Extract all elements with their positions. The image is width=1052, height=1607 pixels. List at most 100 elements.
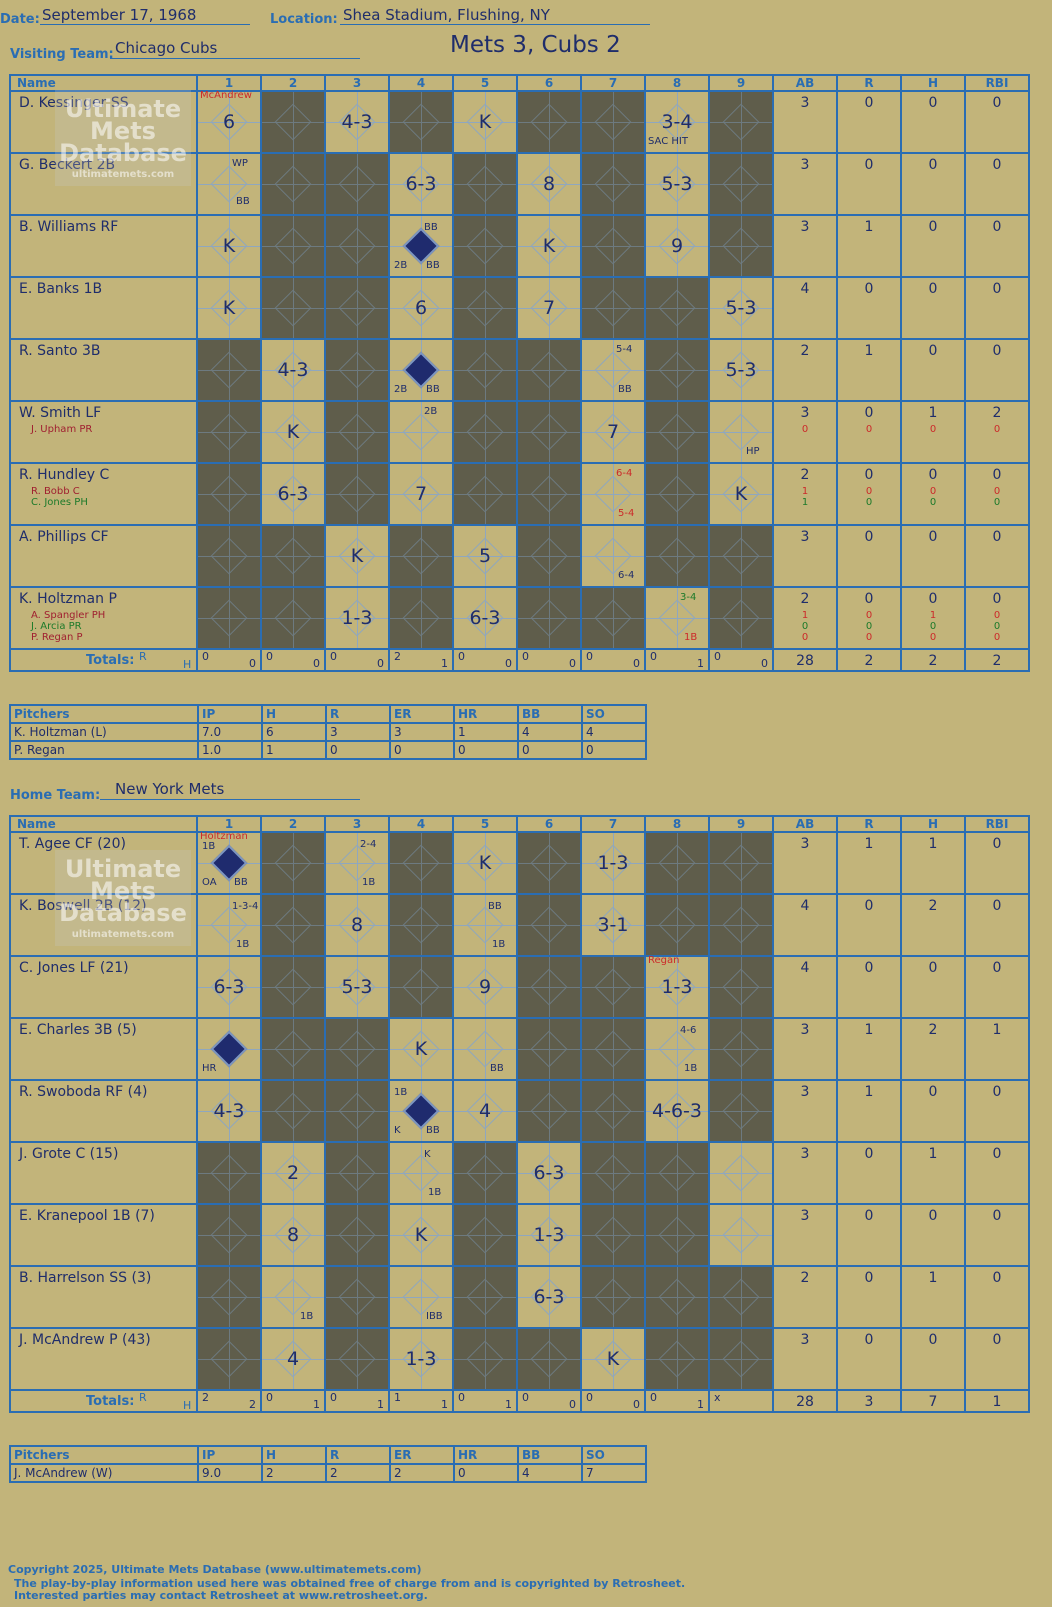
cell-guide-v <box>485 1329 486 1389</box>
batter-stat: 0 <box>992 591 1002 607</box>
base-diamond <box>722 165 760 203</box>
batter-stat: 2 <box>928 1022 938 1038</box>
pitchers-label: Pitchers <box>9 1445 199 1465</box>
batter-stat: 0 <box>864 405 874 421</box>
batter-stat: 0 <box>928 1208 938 1224</box>
batter-stat-cell: 1 <box>900 1141 966 1205</box>
cell-guide-v <box>485 154 486 214</box>
stat-header-0: AB <box>772 74 838 92</box>
pitchers-header-row: Pitchers IP H R ER HR BB SO <box>9 704 647 724</box>
batter-name-cell: B. Harrelson SS (3) <box>9 1265 198 1329</box>
pitcher-stat: 4 <box>517 722 583 742</box>
cell-guide-v <box>677 895 678 955</box>
batter-stat: 2 <box>800 1270 810 1286</box>
cell-guide-v <box>549 957 550 1017</box>
cell-guide-v <box>485 895 486 955</box>
batter-name-cell: W. Smith LF J. Upham PR <box>9 400 198 464</box>
pitcher-stat: 2 <box>261 1463 327 1483</box>
substitute-name: C. Jones PH <box>31 497 88 508</box>
batter-stat: 0 <box>864 1208 874 1224</box>
base-diamond <box>658 906 696 944</box>
inning-runs: 0 <box>330 650 337 663</box>
batter-stat-cell: 0 <box>836 524 902 588</box>
base-diamond <box>466 1154 504 1192</box>
base-diamond <box>658 844 696 882</box>
inning-cell <box>452 152 518 216</box>
inning-header-8: 8 <box>644 74 710 92</box>
stat-total-cell: 3 <box>836 1389 902 1413</box>
batter-name: B. Harrelson SS (3) <box>19 1270 152 1286</box>
inning-hits: 1 <box>441 657 448 670</box>
stat-total-cell: 2 <box>964 648 1030 672</box>
batter-row: E. Charles 3B (5) HR K BB 4-6 1B 3 1 2 1 <box>9 1017 1030 1081</box>
batter-name-cell: E. Kranepool 1B (7) <box>9 1203 198 1267</box>
batter-stat: 0 <box>864 1332 874 1348</box>
inning-runs: 0 <box>330 1391 337 1404</box>
inning-cell <box>708 152 774 216</box>
cell-guide-v <box>485 833 486 893</box>
inning-cell <box>196 1265 262 1329</box>
base-diamond <box>594 1092 632 1130</box>
inning-cell <box>324 462 390 526</box>
single-note: 1B <box>202 841 216 852</box>
cell-guide-v <box>357 833 358 893</box>
cell-guide-v <box>549 1019 550 1079</box>
batter-row: R. Swoboda RF (4) 4-3 1B K BB 4 4-6-3 3 1 0 0 <box>9 1079 1030 1143</box>
batter-stat: 2 <box>992 405 1002 421</box>
base-diamond <box>594 1030 632 1068</box>
cell-guide-v <box>613 1081 614 1141</box>
inning-cell <box>516 955 582 1019</box>
inning-cell <box>452 400 518 464</box>
base-diamond <box>466 413 504 451</box>
walk-note: BB <box>424 222 438 233</box>
batter-stat-cell: 3 <box>772 1017 838 1081</box>
inning-cell <box>708 214 774 278</box>
inning-cell: 1-3 <box>580 831 646 895</box>
batter-stat-cell: 0 <box>964 893 1030 957</box>
base-diamond <box>210 1216 248 1254</box>
cell-guide-v <box>549 1205 550 1265</box>
cell-guide-v <box>741 1205 742 1265</box>
inning-header-1: 1 <box>196 74 262 92</box>
base-diamond <box>338 1216 376 1254</box>
visitors-totals-row: Totals: R H 0 0 0 0 0 0 2 1 0 0 0 0 0 0 0 1 0 0 28 2 2 2 <box>9 648 1030 672</box>
batter-row: J. McAndrew P (43) 4 1-3 K 3 0 0 0 <box>9 1327 1030 1391</box>
stat-total: 2 <box>992 653 1002 669</box>
inning-cell: Holtzman 1B OA BB <box>196 831 262 895</box>
cell-guide-v <box>421 588 422 648</box>
batter-stat-cell: 0 <box>964 831 1030 895</box>
base-diamond <box>466 227 504 265</box>
inning-cell: 6-3 <box>452 586 518 650</box>
batter-stat-cell: 0 <box>900 90 966 154</box>
base-diamond <box>658 289 696 327</box>
stat-header-3: RBI <box>964 74 1030 92</box>
batter-row: E. Banks 1B K 6 7 5-3 4 0 0 0 <box>9 276 1030 340</box>
totals-h-key: H <box>183 1399 192 1412</box>
cell-guide-v <box>293 1267 294 1327</box>
substitute-stat: 0 <box>801 632 809 643</box>
inning-hits: 0 <box>505 657 512 670</box>
play-notation: 5 <box>478 545 492 567</box>
single-note: 1B <box>236 939 250 950</box>
cell-guide-v <box>357 1081 358 1141</box>
fielding-note: 3-4 <box>680 592 697 603</box>
stat-total: 7 <box>928 1394 938 1410</box>
inning-cell: K <box>196 214 262 278</box>
pitcher-stat: 0 <box>517 740 583 760</box>
batter-name-cell: D. Kessinger SS <box>9 90 198 154</box>
inning-header-9: 9 <box>708 74 774 92</box>
inning-header-2: 2 <box>260 74 326 92</box>
base-diamond <box>274 1030 312 1068</box>
inning-cell <box>388 831 454 895</box>
play-notation: 2 <box>286 1162 300 1184</box>
cell-guide-v <box>613 1019 614 1079</box>
single-note: 1B <box>684 632 698 643</box>
cell-guide-v <box>293 1329 294 1389</box>
footer-copyright: Copyright 2025, Ultimate Mets Database (… <box>8 1563 422 1576</box>
inning-header-3: 3 <box>324 74 390 92</box>
inning-cell: 6 McAndrew <box>196 90 262 154</box>
